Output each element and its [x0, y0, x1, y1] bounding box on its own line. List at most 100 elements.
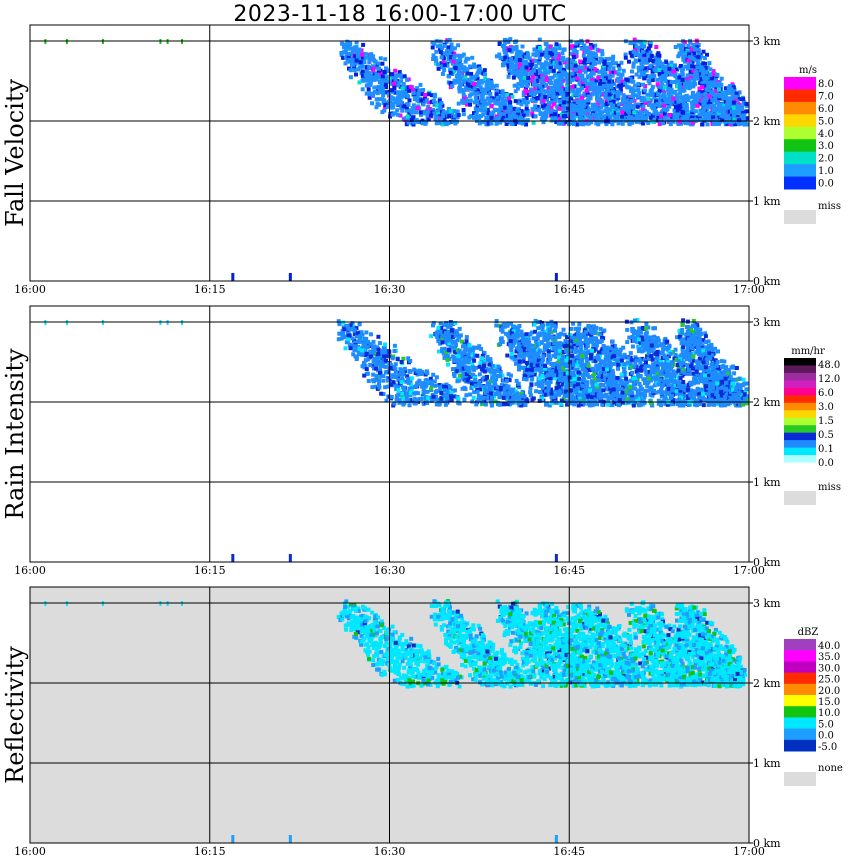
panel-1-legend-swatch: [784, 402, 816, 411]
panel-0-legend-swatch: [784, 151, 816, 165]
panel-2-legend-swatch: [784, 695, 816, 707]
panel-2-legend-miss-swatch: [784, 772, 816, 786]
panel-0-y-tick-label: 2 km: [753, 115, 781, 128]
panel-0-legend-label: 1.0: [818, 166, 834, 177]
panel-2-legend-label: 25.0: [818, 675, 840, 686]
panel-0-legend-swatch: [784, 164, 816, 178]
panel-2-legend-label: 40.0: [818, 641, 840, 652]
panel-2-legend-swatch: [784, 650, 816, 662]
panel-0-x-tick-label: 16:15: [194, 283, 226, 296]
panel-2-y-tick-label: 1 km: [753, 757, 781, 770]
panel-0-legend-swatch: [784, 139, 816, 153]
panel-2-legend-label: 5.0: [818, 719, 834, 730]
panel-1-legend-swatch: [784, 395, 816, 404]
panel-2-legend-label: 20.0: [818, 686, 840, 697]
panel-1-x-tick-label: 16:15: [194, 564, 226, 577]
panel-1-y-tick-label: 1 km: [753, 476, 781, 489]
panel-0-frame: [29, 24, 750, 282]
panel-1-legend-swatch: [784, 380, 816, 389]
panel-2-y-tick-label: 2 km: [753, 677, 781, 690]
panel-2-legend-label: 10.0: [818, 708, 840, 719]
panel-1-legend-label: 0.1: [818, 444, 834, 455]
panel-1-frame: [29, 305, 750, 563]
panel-1-y-tick-label: 3 km: [753, 316, 781, 329]
panel-1-legend-swatch: [784, 358, 816, 366]
panel-0-legend-swatch: [784, 101, 816, 115]
panel-2-legend-label: 0.0: [818, 731, 834, 742]
panel-1-legend-swatch: [784, 372, 816, 381]
panel-2-legend-swatch: [784, 706, 816, 718]
panel-2-legend-label: 15.0: [818, 697, 840, 708]
panel-1-legend-miss-label: miss: [818, 482, 841, 493]
panel-1-legend-label: 1.5: [818, 416, 834, 427]
panel-0-legend-swatch: [784, 176, 816, 190]
panel-2-frame: [29, 586, 750, 844]
panel-1-legend-miss-swatch: [784, 491, 816, 505]
panel-0-legend-label: 0.0: [818, 179, 834, 190]
panel-0-legend-swatch: [784, 114, 816, 128]
panel-0-y-tick-label: 0 km: [753, 275, 781, 288]
panel-0-legend-label: 8.0: [818, 79, 834, 90]
panel-2-legend-swatch: [784, 661, 816, 674]
panel-1-x-tick-label: 16:00: [14, 564, 46, 577]
panel-0-y-tick-label: 1 km: [753, 195, 781, 208]
panel-0-legend-swatch: [784, 89, 816, 103]
panel-2-x-tick-label: 16:45: [553, 845, 585, 858]
panel-2-y-tick-label: 0 km: [753, 837, 781, 850]
panel-0-legend-label: 2.0: [818, 154, 834, 165]
panel-2-legend-label: 35.0: [818, 652, 840, 663]
panel-1-legend-label: 0.5: [818, 430, 834, 441]
panel-1-y-tick-label: 0 km: [753, 556, 781, 569]
panel-1-x-tick-label: 17:00: [733, 564, 765, 577]
panel-1-legend-swatch: [784, 425, 816, 434]
panel-2-x-tick-label: 16:30: [374, 845, 406, 858]
panel-1-legend-label: 48.0: [818, 360, 840, 371]
panel-0-legend-label: 3.0: [818, 141, 834, 152]
panel-1-legend-swatch: [784, 455, 816, 464]
panel-0-x-tick-label: 16:30: [374, 283, 406, 296]
panel-0-legend-label: 5.0: [818, 116, 834, 127]
panel-0-legend-swatch: [784, 77, 816, 90]
panel-0-legend-label: 7.0: [818, 91, 834, 102]
chart-title: 2023-11-18 16:00-17:00 UTC: [233, 2, 567, 27]
panel-2-x-tick-label: 16:15: [194, 845, 226, 858]
panel-1-legend-unit: mm/hr: [791, 346, 825, 357]
panel-1-legend-label: 0.0: [818, 458, 834, 469]
panel-0-legend-miss-label: miss: [818, 201, 841, 212]
panel-1-y-tick-label: 2 km: [753, 396, 781, 409]
panel-2-legend-miss-label: none: [818, 763, 843, 774]
panel-1-legend-label: 3.0: [818, 402, 834, 413]
panel-0-x-tick-label: 16:00: [14, 283, 46, 296]
panel-1-legend-swatch: [784, 440, 816, 449]
panel-2-legend-swatch: [784, 639, 816, 651]
panel-1-legend-swatch: [784, 462, 816, 471]
panel-0-legend-label: 6.0: [818, 104, 834, 115]
panel-1-legend-swatch: [784, 387, 816, 396]
panel-2-legend-swatch: [784, 728, 816, 741]
panel-2-legend-swatch: [784, 672, 816, 685]
panel-0-legend-unit: m/s: [799, 65, 817, 76]
panel-2-legend-label: -5.0: [818, 742, 837, 753]
panel-2-y-tick-label: 3 km: [753, 597, 781, 610]
panel-2-legend-swatch: [784, 717, 816, 730]
panel-1-x-tick-label: 16:45: [553, 564, 585, 577]
panel-0-y-tick-label: 3 km: [753, 35, 781, 48]
panel-1-legend-label: 12.0: [818, 374, 840, 385]
panel-2-legend-swatch: [784, 739, 816, 752]
panel-1-legend-label: 6.0: [818, 388, 834, 399]
panel-0-legend-label: 4.0: [818, 129, 834, 140]
panel-1-x-tick-label: 16:30: [374, 564, 406, 577]
panel-1-legend-swatch: [784, 432, 816, 441]
panel-1-legend-swatch: [784, 365, 816, 374]
panel-0-legend-miss-swatch: [784, 210, 816, 224]
panel-2-x-tick-label: 16:00: [14, 845, 46, 858]
panel-2-legend-unit: dBZ: [798, 627, 819, 638]
panel-2-legend-label: 30.0: [818, 663, 840, 674]
panel-1-legend-swatch: [784, 417, 816, 426]
panel-1-legend-swatch: [784, 410, 816, 419]
panel-0-legend-swatch: [784, 126, 816, 140]
panel-2-legend-swatch: [784, 683, 816, 696]
panel-1-legend-swatch: [784, 447, 816, 456]
panel-2-x-tick-label: 17:00: [733, 845, 765, 858]
